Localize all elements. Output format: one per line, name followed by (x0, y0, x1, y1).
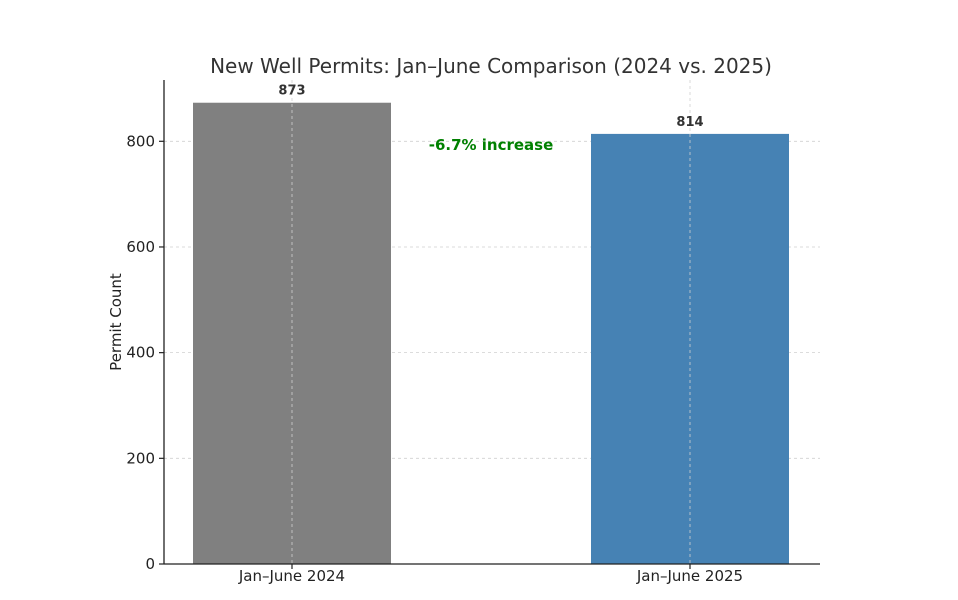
y-axis-label: Permit Count (107, 273, 125, 371)
y-tick-label: 0 (145, 555, 155, 573)
change-annotation: -6.7% increase (429, 136, 554, 154)
y-tick-label: 600 (126, 238, 155, 256)
bar-2 (591, 133, 789, 564)
x-tick-label: Jan–June 2024 (238, 567, 345, 585)
y-tick-label: 400 (126, 344, 155, 362)
chart-title: New Well Permits: Jan–June Comparison (2… (210, 54, 772, 78)
y-tick-label: 200 (126, 449, 155, 467)
x-tick-label: Jan–June 2025 (636, 567, 743, 585)
bar-value-label: 814 (676, 115, 703, 130)
y-tick-label: 800 (126, 132, 155, 150)
bar-value-label: 873 (278, 84, 305, 99)
